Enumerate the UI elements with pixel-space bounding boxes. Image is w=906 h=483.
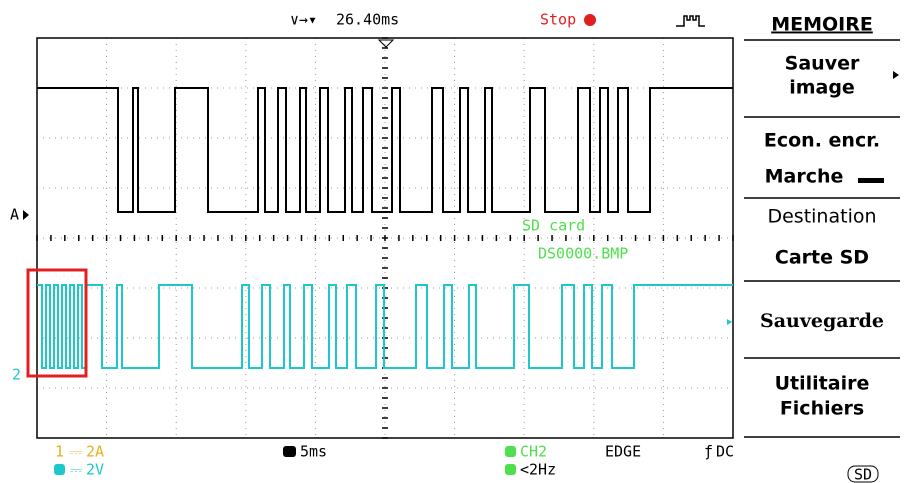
trigger-icon xyxy=(505,446,516,457)
trigger-mode-icon xyxy=(676,16,705,26)
menu-item[interactable]: Utilitaire Fichiers xyxy=(775,373,870,420)
menu-label: Fichiers xyxy=(780,398,864,420)
menu-label: Sauver xyxy=(785,53,860,75)
coupling: DC xyxy=(716,443,734,461)
ch2-scale: 2V xyxy=(86,461,104,479)
menu-item[interactable]: Econ. encr. Marche xyxy=(764,130,884,188)
channel-1-trace xyxy=(37,88,733,212)
menu-label: Sauvegarde xyxy=(760,310,884,332)
body: {"top": {"time": "26.40ms", "status": "S… xyxy=(0,0,906,483)
timebase: 5ms xyxy=(300,443,327,461)
message-line-1: SD card xyxy=(522,217,585,235)
frequency: <2Hz xyxy=(520,461,556,479)
menu-item[interactable]: Sauver image xyxy=(785,53,899,99)
sd-label: SD xyxy=(854,466,872,483)
menu-label: Econ. encr. xyxy=(764,130,880,152)
frequency-icon xyxy=(505,464,516,475)
submenu-arrow xyxy=(893,71,899,79)
marker-2: 2 xyxy=(12,366,21,384)
timebase-icon xyxy=(283,446,296,457)
pointer xyxy=(727,319,732,325)
toggle-icon xyxy=(858,178,884,183)
marker-a: A xyxy=(10,206,19,224)
status: Stop xyxy=(540,11,576,29)
trigger-pointer xyxy=(379,40,393,47)
trigger-time: 26.40ms xyxy=(336,11,399,29)
menu-value: Carte SD xyxy=(775,247,869,269)
menu-value: Marche xyxy=(765,166,844,188)
menu-label: Destination xyxy=(767,206,876,228)
menu-label: Utilitaire xyxy=(775,373,870,395)
menu-label: image xyxy=(789,77,855,99)
ch2-coupling-icon: ⎓ xyxy=(70,461,82,479)
page: Oscilloscope body { margin: 0; backgroun… xyxy=(0,0,906,483)
message-line-2: DS0000.BMP xyxy=(538,245,628,263)
ch2-icon xyxy=(54,464,65,475)
slope-icon: ƒ xyxy=(704,443,713,461)
ch1-number: 1 xyxy=(55,443,64,461)
stop-icon xyxy=(584,14,596,26)
marker-a-arrow xyxy=(23,210,29,220)
trigger-type: EDGE xyxy=(605,443,641,461)
ch1-scale: 2A xyxy=(86,443,104,461)
menu-item[interactable]: Destination Carte SD xyxy=(767,206,876,269)
ch1-coupling-icon: ⎓ xyxy=(70,443,82,461)
scope-screen: ∨→▾ 26.40ms Stop A 2 SD card DS0000.BMP … xyxy=(0,0,906,483)
menu-title: MEMOIRE xyxy=(771,14,873,36)
trigger-icon: ∨→▾ xyxy=(290,11,317,29)
trigger-source: CH2 xyxy=(520,443,547,461)
menu-item[interactable]: Sauvegarde xyxy=(727,310,884,332)
channel-2-trace xyxy=(37,285,733,368)
